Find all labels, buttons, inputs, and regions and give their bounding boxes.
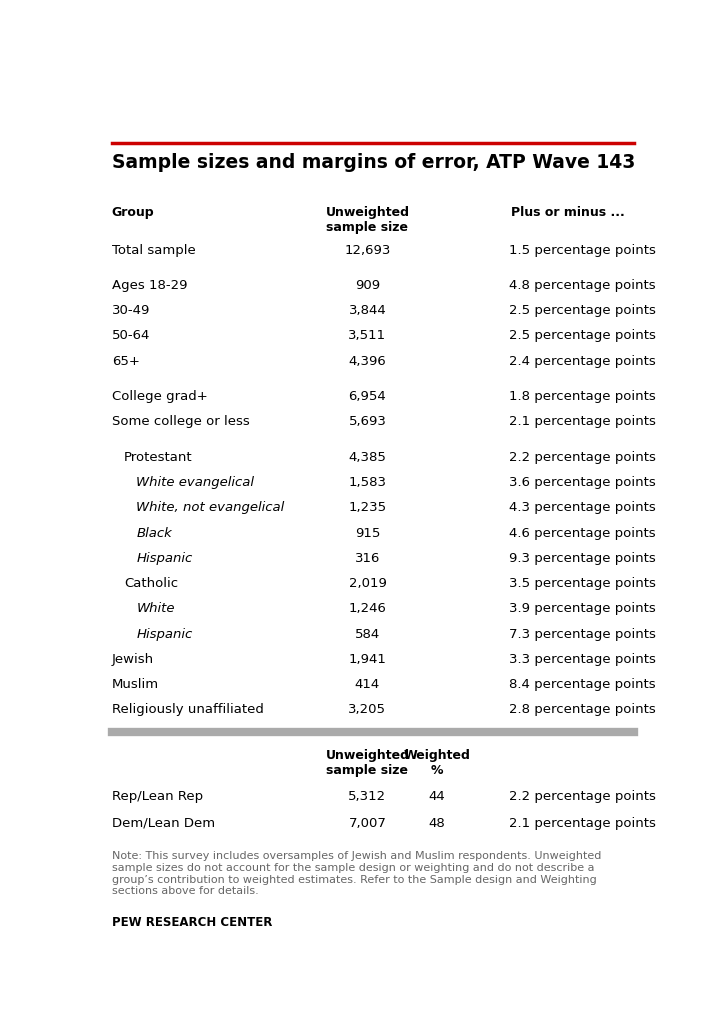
- Text: PEW RESEARCH CENTER: PEW RESEARCH CENTER: [112, 916, 272, 929]
- Text: 3,511: 3,511: [348, 330, 386, 342]
- Text: 3,844: 3,844: [348, 304, 386, 317]
- Text: Black: Black: [136, 526, 172, 540]
- Text: Group: Group: [112, 206, 154, 219]
- Text: 2.2 percentage points: 2.2 percentage points: [509, 451, 656, 464]
- Text: 2,019: 2,019: [348, 578, 386, 590]
- Text: 8.4 percentage points: 8.4 percentage points: [509, 678, 656, 691]
- Text: 4,385: 4,385: [348, 451, 386, 464]
- Text: 6,954: 6,954: [348, 390, 386, 403]
- Text: White evangelical: White evangelical: [136, 476, 255, 489]
- Text: 2.8 percentage points: 2.8 percentage points: [509, 703, 656, 716]
- Text: 3.5 percentage points: 3.5 percentage points: [509, 578, 656, 590]
- Text: 4.3 percentage points: 4.3 percentage points: [509, 502, 656, 514]
- Text: Plus or minus ...: Plus or minus ...: [511, 206, 625, 219]
- Text: Muslim: Muslim: [112, 678, 159, 691]
- Text: 44: 44: [429, 790, 445, 803]
- Text: Religiously unaffiliated: Religiously unaffiliated: [112, 703, 264, 716]
- Text: Ages 18-29: Ages 18-29: [112, 279, 187, 292]
- Text: 2.5 percentage points: 2.5 percentage points: [509, 330, 656, 342]
- Text: 414: 414: [355, 678, 380, 691]
- Text: White, not evangelical: White, not evangelical: [136, 502, 285, 514]
- Text: Some college or less: Some college or less: [112, 416, 250, 428]
- Text: 30-49: 30-49: [112, 304, 151, 317]
- Text: 584: 584: [355, 628, 380, 640]
- Text: 2.1 percentage points: 2.1 percentage points: [509, 416, 656, 428]
- Text: 1,583: 1,583: [348, 476, 386, 489]
- Text: Rep/Lean Rep: Rep/Lean Rep: [112, 790, 203, 803]
- Text: 2.5 percentage points: 2.5 percentage points: [509, 304, 656, 317]
- Text: 1,235: 1,235: [348, 502, 386, 514]
- Text: College grad+: College grad+: [112, 390, 208, 403]
- Text: Note: This survey includes oversamples of Jewish and Muslim respondents. Unweigh: Note: This survey includes oversamples o…: [112, 851, 602, 896]
- Text: 316: 316: [355, 552, 380, 565]
- Text: 65+: 65+: [112, 354, 140, 368]
- Text: 9.3 percentage points: 9.3 percentage points: [509, 552, 656, 565]
- Text: 7.3 percentage points: 7.3 percentage points: [509, 628, 656, 640]
- Text: Jewish: Jewish: [112, 652, 154, 666]
- Text: 7,007: 7,007: [348, 817, 386, 829]
- Text: Dem/Lean Dem: Dem/Lean Dem: [112, 817, 215, 829]
- Text: 1.8 percentage points: 1.8 percentage points: [509, 390, 656, 403]
- Text: 5,312: 5,312: [348, 790, 386, 803]
- Text: Protestant: Protestant: [124, 451, 193, 464]
- Text: 3,205: 3,205: [348, 703, 386, 716]
- Text: Weighted
%: Weighted %: [404, 749, 470, 777]
- Text: Unweighted
sample size: Unweighted sample size: [326, 749, 409, 777]
- Text: 1.5 percentage points: 1.5 percentage points: [509, 244, 656, 257]
- Text: 4.8 percentage points: 4.8 percentage points: [509, 279, 656, 292]
- Text: Unweighted
sample size: Unweighted sample size: [326, 206, 409, 233]
- Text: Hispanic: Hispanic: [136, 628, 193, 640]
- Text: 1,246: 1,246: [348, 602, 386, 615]
- Text: 3.3 percentage points: 3.3 percentage points: [509, 652, 656, 666]
- Text: Hispanic: Hispanic: [136, 552, 193, 565]
- Text: 1,941: 1,941: [348, 652, 386, 666]
- Text: 50-64: 50-64: [112, 330, 151, 342]
- Text: 4,396: 4,396: [348, 354, 386, 368]
- Text: 2.1 percentage points: 2.1 percentage points: [509, 817, 656, 829]
- Text: White: White: [136, 602, 175, 615]
- Text: 2.4 percentage points: 2.4 percentage points: [509, 354, 656, 368]
- Text: 12,693: 12,693: [344, 244, 391, 257]
- Text: 915: 915: [355, 526, 380, 540]
- Text: Catholic: Catholic: [124, 578, 179, 590]
- Text: 909: 909: [355, 279, 380, 292]
- Text: 2.2 percentage points: 2.2 percentage points: [509, 790, 656, 803]
- Text: 5,693: 5,693: [348, 416, 386, 428]
- Text: 48: 48: [429, 817, 445, 829]
- Text: 4.6 percentage points: 4.6 percentage points: [509, 526, 656, 540]
- Text: 3.9 percentage points: 3.9 percentage points: [509, 602, 656, 615]
- Text: Sample sizes and margins of error, ATP Wave 143: Sample sizes and margins of error, ATP W…: [112, 153, 635, 172]
- Text: 3.6 percentage points: 3.6 percentage points: [509, 476, 656, 489]
- Text: Total sample: Total sample: [112, 244, 196, 257]
